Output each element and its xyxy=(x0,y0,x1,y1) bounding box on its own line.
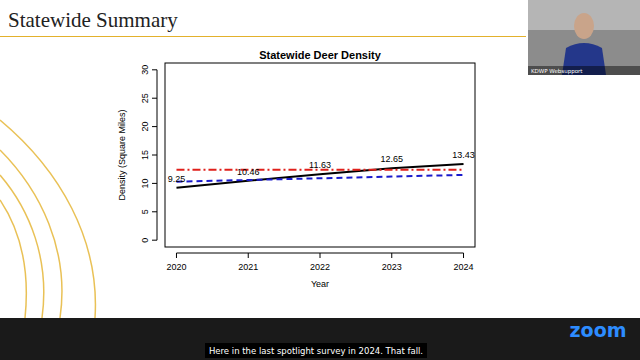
y-tick xyxy=(152,240,157,241)
chart-title: Statewide Deer Density xyxy=(259,49,382,61)
data-label: 13.43 xyxy=(452,150,475,160)
webcam-background xyxy=(528,0,640,75)
webcam-person-head xyxy=(574,13,594,39)
y-tick-label: 30 xyxy=(140,65,150,75)
webcam-label: KDWP Websupport xyxy=(531,68,583,75)
caption: Here in the last spotlight survey in 202… xyxy=(209,346,423,356)
x-tick-label: 2021 xyxy=(238,262,258,272)
webcam: KDWP Websupport xyxy=(528,0,640,75)
y-tick-label: 15 xyxy=(140,150,150,160)
x-tick xyxy=(176,253,177,258)
y-tick-label: 0 xyxy=(140,238,150,243)
x-tick-label: 2023 xyxy=(382,262,402,272)
y-axis-label: Density (Square Miles) xyxy=(117,109,127,200)
decor-curve xyxy=(0,120,95,318)
x-tick-label: 2020 xyxy=(166,262,186,272)
x-tick-label: 2024 xyxy=(454,262,474,272)
y-tick xyxy=(152,183,157,184)
x-axis-label: Year xyxy=(311,279,329,289)
data-labels: 9.25 10.46 11.63 12.65 13.43 xyxy=(168,150,475,184)
y-tick xyxy=(152,98,157,99)
slide-background xyxy=(0,0,640,360)
decor-curve xyxy=(0,200,26,318)
y-tick xyxy=(152,155,157,156)
plot-frame xyxy=(165,63,475,247)
y-tick-label: 20 xyxy=(140,122,150,132)
page: Statewide Summary Statewide Deer Density 0… xyxy=(0,0,640,360)
y-tick-label: 25 xyxy=(140,93,150,103)
x-tick xyxy=(248,253,249,258)
x-tick-label: 2022 xyxy=(310,262,330,272)
y-tick xyxy=(152,126,157,127)
x-tick xyxy=(463,253,464,258)
title-rule xyxy=(0,36,526,37)
series-line xyxy=(176,175,463,182)
x-tick xyxy=(320,253,321,258)
zoom-bar xyxy=(0,318,640,360)
y-tick-label: 5 xyxy=(140,209,150,214)
y-tick xyxy=(152,69,157,70)
y-tick-label: 10 xyxy=(140,178,150,188)
decor-curve xyxy=(0,175,44,318)
data-label: 11.63 xyxy=(309,160,331,170)
data-label: 9.25 xyxy=(168,174,186,184)
y-tick xyxy=(152,211,157,212)
data-label: 12.65 xyxy=(380,154,403,164)
data-label: 10.46 xyxy=(237,167,260,177)
chart: Statewide Deer Density 0 5 10 15 20 25 30 Densit… xyxy=(117,49,475,289)
x-tick xyxy=(391,253,392,258)
zoom-logo: zoom xyxy=(570,319,627,341)
caption-box xyxy=(205,343,427,358)
webcam-label-bg xyxy=(528,66,640,75)
slide-title: Statewide Summary xyxy=(8,8,178,32)
